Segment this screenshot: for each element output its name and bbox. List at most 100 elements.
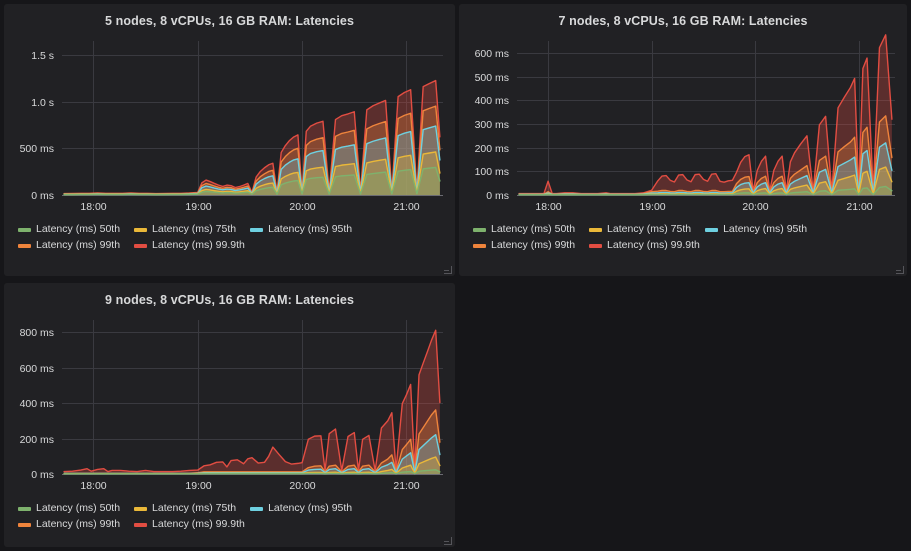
- legend-label: Latency (ms) 75th: [607, 223, 692, 235]
- panel-5-nodes[interactable]: 5 nodes, 8 vCPUs, 16 GB RAM: Latencies 0 …: [4, 4, 455, 276]
- legend-item-p999[interactable]: Latency (ms) 99.9th: [134, 518, 245, 531]
- x-axis-tick-label: 18:00: [80, 480, 106, 492]
- panel-legend: Latency (ms) 50th Latency (ms) 75th Latenc…: [4, 498, 455, 531]
- legend-item-p50[interactable]: Latency (ms) 50th: [18, 223, 120, 236]
- x-axis-tick-label: 19:00: [185, 201, 211, 213]
- legend-color-swatch-p999: [589, 243, 603, 248]
- x-axis-tick-label: 20:00: [289, 201, 315, 213]
- legend-label: Latency (ms) 50th: [36, 502, 121, 514]
- legend-label: Latency (ms) 99th: [491, 239, 576, 251]
- legend-item-p999[interactable]: Latency (ms) 99.9th: [134, 239, 245, 252]
- panel-title[interactable]: 5 nodes, 8 vCPUs, 16 GB RAM: Latencies: [104, 14, 354, 28]
- legend-row: Latency (ms) 50th Latency (ms) 75th Latenc…: [473, 223, 907, 236]
- x-axis-tick-label: 20:00: [742, 201, 768, 213]
- legend-item-p75[interactable]: Latency (ms) 75th: [134, 223, 236, 236]
- legend-item-p99[interactable]: Latency (ms) 99th: [473, 239, 575, 252]
- legend-color-swatch-p999: [134, 243, 148, 248]
- legend-color-swatch-p75: [134, 227, 148, 232]
- series-area-2: [519, 167, 892, 195]
- legend-item-p95[interactable]: Latency (ms) 95th: [250, 223, 352, 236]
- legend-item-p75[interactable]: Latency (ms) 75th: [589, 223, 691, 236]
- chart-plot-area: 0 ms 200 ms 400 ms 600 ms 800 ms 18:00 19:00 20…: [20, 320, 443, 492]
- y-axis-tick-label: 100 ms: [475, 166, 509, 178]
- series-line-5: [63, 329, 441, 473]
- x-axis-tick-label: 18:00: [80, 201, 106, 213]
- panel-title[interactable]: 7 nodes, 8 vCPUs, 16 GB RAM: Latencies: [558, 14, 808, 28]
- legend-item-p95[interactable]: Latency (ms) 95th: [705, 223, 807, 236]
- legend-label: Latency (ms) 75th: [152, 502, 237, 514]
- series-area-3: [64, 126, 440, 195]
- series-area-2: [64, 151, 440, 195]
- panel-graph[interactable]: 0 ms 500 ms 1.0 s 1.5 s 18:00 19:00 20:00 21:00: [4, 29, 455, 219]
- legend-color-swatch-p999: [134, 522, 148, 527]
- legend-item-p99[interactable]: Latency (ms) 99th: [18, 239, 120, 252]
- legend-color-swatch-p99: [18, 522, 31, 527]
- series-area-3: [64, 434, 440, 474]
- panel-title[interactable]: 9 nodes, 8 vCPUs, 16 GB RAM: Latencies: [104, 293, 354, 307]
- panel-7-nodes[interactable]: 7 nodes, 8 vCPUs, 16 GB RAM: Latencies 0 …: [459, 4, 907, 276]
- panel-graph[interactable]: 0 ms 200 ms 400 ms 600 ms 800 ms 18:00 19:00 20…: [4, 308, 455, 498]
- legend-color-swatch-p99: [18, 243, 31, 248]
- legend-row: Latency (ms) 99th Latency (ms) 99.9th: [18, 518, 455, 531]
- panel-resize-handle[interactable]: [443, 265, 452, 274]
- legend-label: Latency (ms) 99.9th: [152, 518, 245, 530]
- legend-item-p50[interactable]: Latency (ms) 50th: [473, 223, 575, 236]
- series-line-1: [63, 166, 441, 196]
- legend-label: Latency (ms) 95th: [268, 502, 353, 514]
- legend-label: Latency (ms) 50th: [491, 223, 576, 235]
- panel-graph[interactable]: 0 ms 100 ms 200 ms 300 ms 400 ms 500 ms 600 ms…: [459, 29, 907, 219]
- panel-legend: Latency (ms) 50th Latency (ms) 75th Latenc…: [4, 219, 455, 252]
- legend-color-swatch-p95: [250, 506, 264, 511]
- legend-item-p95[interactable]: Latency (ms) 95th: [250, 502, 352, 515]
- legend-item-p999[interactable]: Latency (ms) 99.9th: [589, 239, 700, 252]
- legend-row: Latency (ms) 99th Latency (ms) 99.9th: [18, 239, 455, 252]
- legend-label: Latency (ms) 50th: [36, 223, 121, 235]
- legend-label: Latency (ms) 99.9th: [152, 239, 245, 251]
- legend-item-p75[interactable]: Latency (ms) 75th: [134, 502, 236, 515]
- legend-color-swatch-p75: [589, 227, 603, 232]
- y-axis-tick-label: 600 ms: [475, 48, 509, 60]
- panel-resize-handle[interactable]: [443, 536, 452, 545]
- x-axis-tick-label: 18:00: [535, 201, 561, 213]
- series-area-5: [519, 34, 892, 196]
- series-area-1: [64, 167, 440, 195]
- legend-color-swatch-p75: [134, 506, 148, 511]
- series-area-3: [519, 142, 892, 195]
- legend-color-swatch-p50: [18, 227, 31, 232]
- legend-color-swatch-p50: [473, 227, 486, 232]
- series-area-5: [64, 330, 440, 474]
- y-axis-tick-label: 200 ms: [475, 143, 509, 155]
- panel-legend: Latency (ms) 50th Latency (ms) 75th Latenc…: [459, 219, 907, 252]
- legend-label: Latency (ms) 95th: [268, 223, 353, 235]
- y-axis-tick-label: 400 ms: [20, 398, 54, 410]
- y-axis-tick-label: 500 ms: [475, 72, 509, 84]
- y-axis-tick-label: 200 ms: [20, 434, 54, 446]
- y-axis-tick-label: 500 ms: [20, 143, 54, 155]
- legend-label: Latency (ms) 99.9th: [607, 239, 700, 251]
- legend-item-p50[interactable]: Latency (ms) 50th: [18, 502, 120, 515]
- legend-color-swatch-p50: [18, 506, 31, 511]
- series-line-1: [518, 185, 893, 196]
- x-axis-tick-label: 19:00: [639, 201, 665, 213]
- y-axis-tick-label: 1.5 s: [31, 50, 54, 62]
- legend-row: Latency (ms) 99th Latency (ms) 99.9th: [473, 239, 907, 252]
- legend-row: Latency (ms) 50th Latency (ms) 75th Latenc…: [18, 502, 455, 515]
- legend-item-p99[interactable]: Latency (ms) 99th: [18, 518, 120, 531]
- y-axis-tick-label: 400 ms: [475, 95, 509, 107]
- panel-9-nodes[interactable]: 9 nodes, 8 vCPUs, 16 GB RAM: Latencies 0 …: [4, 283, 455, 547]
- series-area-1: [64, 469, 440, 474]
- legend-color-swatch-p95: [705, 227, 719, 232]
- y-axis-tick-label: 800 ms: [20, 327, 54, 339]
- panel-resize-handle[interactable]: [895, 265, 904, 274]
- legend-label: Latency (ms) 99th: [36, 239, 121, 251]
- chart-plot-area: 0 ms 500 ms 1.0 s 1.5 s 18:00 19:00 20:00 21:00: [20, 41, 443, 213]
- legend-color-swatch-p95: [250, 227, 264, 232]
- x-axis-tick-label: 21:00: [393, 201, 419, 213]
- series-line-1: [63, 469, 441, 475]
- chart-plot-area: 0 ms 100 ms 200 ms 300 ms 400 ms 500 ms 600 ms…: [475, 34, 895, 213]
- y-axis-tick-label: 600 ms: [20, 363, 54, 375]
- x-axis-tick-label: 20:00: [289, 480, 315, 492]
- y-axis-tick-label: 0 ms: [486, 190, 509, 202]
- legend-row: Latency (ms) 50th Latency (ms) 75th Latenc…: [18, 223, 455, 236]
